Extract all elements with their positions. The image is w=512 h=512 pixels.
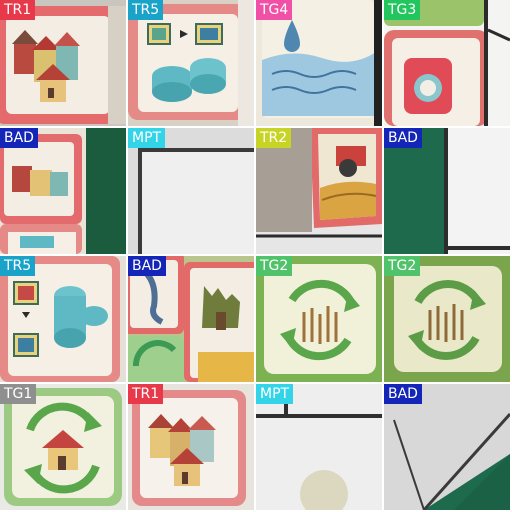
recycle-house-card-image xyxy=(0,384,126,510)
tile-label: BAD xyxy=(384,384,422,404)
pipes-card-image-2 xyxy=(0,256,126,382)
tile-13[interactable]: TG1 xyxy=(0,384,126,510)
water-card-image xyxy=(256,0,382,126)
tile-label: TG2 xyxy=(384,256,421,276)
tile-16[interactable]: BAD xyxy=(384,384,510,510)
overlap-cards-image xyxy=(128,256,254,382)
recycle-reeds-card-image-2 xyxy=(384,256,510,382)
tile-label: TR1 xyxy=(128,384,164,404)
tile-1[interactable]: TR1 xyxy=(0,0,126,126)
edge-card-on-green-image xyxy=(0,128,126,254)
tile-4[interactable]: TG3 xyxy=(384,0,510,126)
tile-8[interactable]: BAD xyxy=(384,128,510,254)
tile-label: BAD xyxy=(384,128,422,148)
tile-12[interactable]: TG2 xyxy=(384,256,510,382)
tile-label: MPT xyxy=(256,384,294,404)
tile-label: TR5 xyxy=(0,256,36,276)
empty-board-spot-image xyxy=(256,384,382,510)
empty-board-image xyxy=(128,128,254,254)
tile-5[interactable]: BAD xyxy=(0,128,126,254)
tile-label: BAD xyxy=(128,256,166,276)
tile-11[interactable]: TG2 xyxy=(256,256,382,382)
tile-3[interactable]: TG4 xyxy=(256,0,382,126)
tile-10[interactable]: BAD xyxy=(128,256,254,382)
tile-6[interactable]: MPT xyxy=(128,128,254,254)
tile-label: TR2 xyxy=(256,128,292,148)
tile-label: MPT xyxy=(128,128,166,148)
tile-label: TG3 xyxy=(384,0,421,20)
tile-label: TG1 xyxy=(0,384,37,404)
camera-card-image xyxy=(384,0,510,126)
green-mat-image xyxy=(384,128,510,254)
tile-label: TG4 xyxy=(256,0,293,20)
tile-2[interactable]: TR5 xyxy=(128,0,254,126)
tile-9[interactable]: TR5 xyxy=(0,256,126,382)
tile-label: TR1 xyxy=(0,0,36,20)
tile-label: TG2 xyxy=(256,256,293,276)
tile-7[interactable]: TR2 xyxy=(256,128,382,254)
recycle-reeds-card-image xyxy=(256,256,382,382)
houses-card-image-2 xyxy=(128,384,254,510)
tile-15[interactable]: MPT xyxy=(256,384,382,510)
houses-card-image xyxy=(0,0,126,126)
tile-label: TR5 xyxy=(128,0,164,20)
pipes-card-image xyxy=(128,0,254,126)
tile-label: BAD xyxy=(0,128,38,148)
tile-14[interactable]: TR1 xyxy=(128,384,254,510)
board-corner-image xyxy=(384,384,510,510)
